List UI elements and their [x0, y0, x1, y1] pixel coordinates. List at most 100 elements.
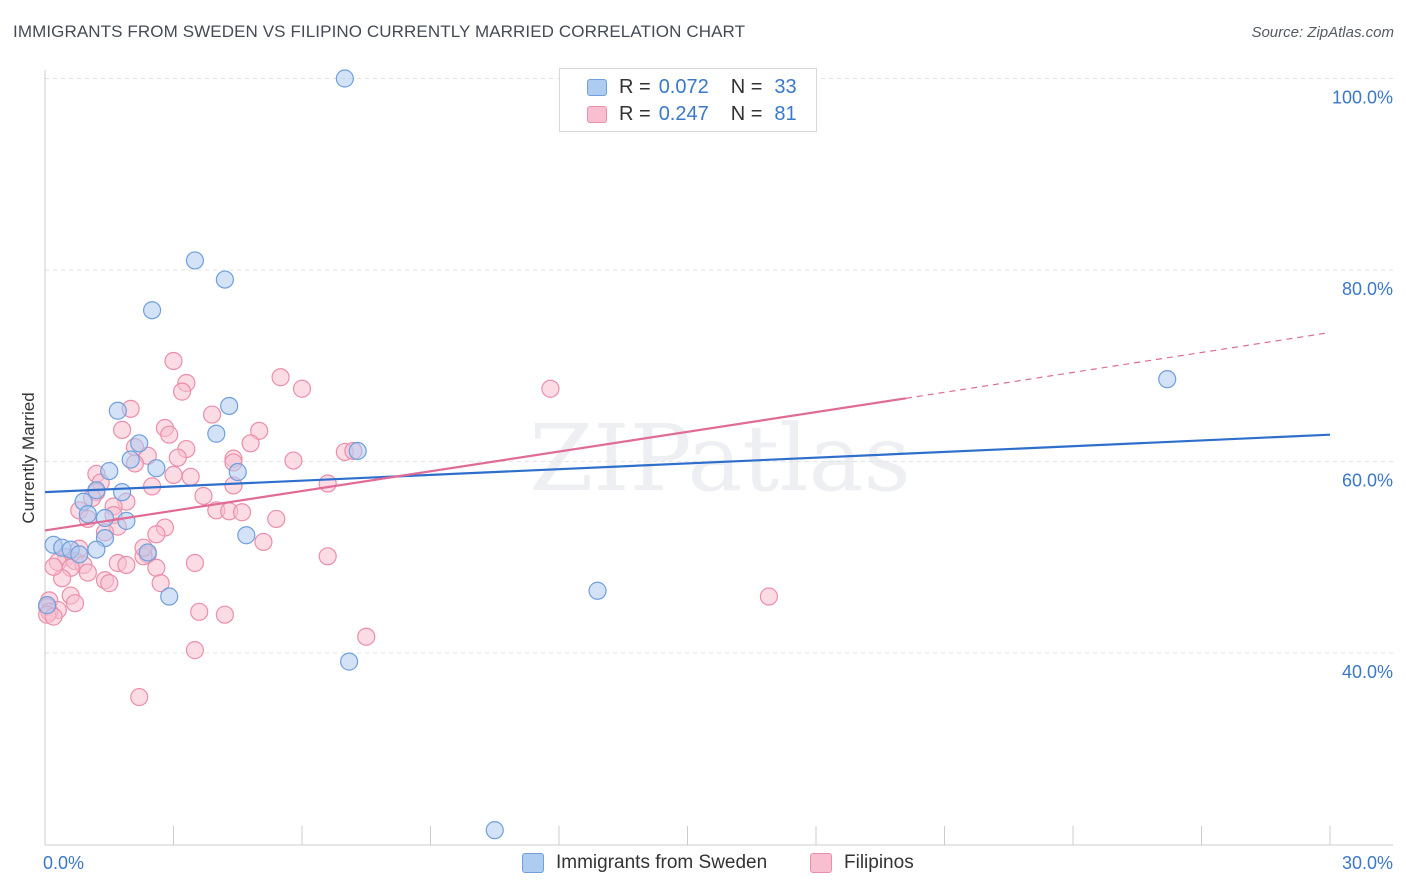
axes [44, 70, 1393, 846]
filipinos-point [147, 525, 166, 544]
filipinos-point [65, 594, 85, 613]
filipinos-point [357, 627, 376, 646]
sweden-point [38, 596, 57, 615]
filipinos-point [164, 465, 183, 485]
legend-r-label: R = [619, 102, 651, 125]
y-tick-label: 80.0% [1342, 279, 1393, 299]
filipinos-point [190, 602, 209, 621]
filipinos-point [318, 474, 337, 493]
y-tick-label: 100.0% [1332, 88, 1393, 108]
sweden-point [340, 652, 359, 671]
sweden-point [100, 461, 119, 481]
filipinos-point [759, 587, 778, 606]
filipinos-point [147, 558, 166, 577]
bottom-legend-sweden: Immigrants from Sweden [522, 852, 767, 874]
sweden-point [108, 401, 127, 420]
legend-swatch-blue [587, 78, 607, 96]
sweden-point [95, 508, 115, 528]
legend-n-label: N = [730, 75, 763, 98]
y-tick-label: 40.0% [1342, 662, 1393, 682]
filipinos-point [151, 574, 170, 593]
legend: R = 0.072 N = 33 R = 0.247 N = 81 [559, 68, 817, 132]
filipinos-point [181, 467, 200, 486]
filipinos-point [172, 382, 192, 401]
filipinos-point [117, 555, 136, 575]
y-axis-label: Currently Married [19, 392, 38, 523]
sweden-point [185, 251, 205, 270]
filipinos-point [254, 532, 273, 552]
sweden-point [1158, 370, 1177, 389]
bottom-legend-swatch-blue [522, 853, 544, 873]
sweden-point [228, 462, 247, 482]
bottom-legend-swatch-pink [810, 853, 832, 873]
filipinos-trend-line [44, 397, 907, 532]
sweden-point [142, 301, 162, 320]
filipinos-point [164, 351, 183, 371]
filipinos-point [100, 574, 119, 593]
sweden-point [70, 545, 89, 564]
filipinos-point [78, 563, 97, 582]
sweden-point [588, 581, 607, 600]
legend-row-filipinos: R = 0.247 N = 81 [560, 101, 797, 127]
legend-n-label: N = [730, 102, 763, 125]
filipinos-point [292, 379, 312, 398]
filipinos-point [168, 448, 187, 467]
sweden-point [138, 543, 157, 562]
filipinos-point [541, 379, 560, 398]
legend-r-label: R = [619, 75, 651, 98]
source-label: Source: ZipAtlas.com [1251, 24, 1394, 41]
bottom-legend-label: Immigrants from Sweden [556, 852, 768, 873]
sweden-point [207, 424, 226, 443]
filipinos-point [318, 547, 337, 566]
sweden-point [112, 483, 132, 502]
sweden-points [38, 69, 1177, 840]
x-tick-label: 30.0% [1342, 853, 1393, 873]
filipinos-point [215, 605, 234, 624]
sweden-point [215, 270, 234, 289]
x-tick-label: 0.0% [43, 853, 84, 873]
filipinos-point [232, 503, 252, 522]
filipinos-point [160, 425, 179, 444]
gridlines [45, 78, 1393, 654]
sweden-point [335, 69, 354, 88]
bottom-legend-label: Filipinos [844, 852, 914, 873]
filipinos-point [112, 420, 132, 440]
y-tick-label: 60.0% [1342, 471, 1393, 491]
sweden-point [348, 441, 367, 461]
filipinos-point [130, 687, 149, 707]
sweden-point [237, 526, 256, 545]
sweden-point [117, 511, 136, 530]
filipinos-point [241, 434, 260, 453]
filipinos-point [185, 641, 205, 660]
chart-title: IMMIGRANTS FROM SWEDEN VS FILIPINO CURRE… [13, 22, 746, 41]
sweden-point [121, 450, 140, 469]
sweden-point [220, 396, 239, 416]
filipinos-trend-extension [905, 332, 1326, 399]
filipinos-point [185, 553, 205, 573]
bottom-legend-filipinos: Filipinos [810, 852, 914, 874]
legend-n-value: 33 [774, 75, 797, 98]
legend-n-value: 81 [774, 102, 797, 125]
sweden-point [160, 587, 179, 606]
legend-r-value: 0.072 [658, 75, 709, 98]
sweden-point [78, 505, 97, 524]
tick-labels: 40.0% 60.0% 80.0% 100.0% 0.0% 30.0% [43, 88, 1393, 874]
filipinos-point [194, 486, 213, 506]
legend-row-sweden: R = 0.072 N = 33 [560, 74, 797, 100]
sweden-point [87, 540, 106, 559]
legend-r-value: 0.247 [658, 102, 709, 125]
filipinos-point [250, 421, 269, 440]
sweden-point [130, 434, 149, 453]
filipinos-point [267, 509, 286, 529]
trend-lines [44, 332, 1331, 532]
watermark: ZIPatlas [529, 405, 910, 512]
sweden-point [485, 821, 504, 840]
filipinos-point [284, 451, 303, 470]
sweden-trend-line [44, 433, 1331, 494]
filipinos-point [271, 368, 290, 387]
legend-swatch-pink [587, 105, 607, 123]
sweden-point [147, 459, 166, 478]
filipinos-point [202, 405, 222, 424]
filipinos-point [44, 557, 63, 576]
